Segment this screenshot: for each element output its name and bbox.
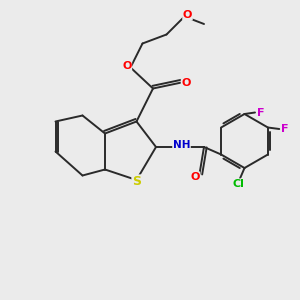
Text: S: S	[132, 175, 141, 188]
Text: O: O	[190, 172, 200, 182]
Text: O: O	[122, 61, 132, 71]
Text: NH: NH	[173, 140, 190, 150]
Text: F: F	[256, 107, 264, 118]
Text: F: F	[281, 124, 288, 134]
Text: O: O	[181, 77, 191, 88]
Text: Cl: Cl	[232, 179, 244, 189]
Text: O: O	[183, 10, 192, 20]
